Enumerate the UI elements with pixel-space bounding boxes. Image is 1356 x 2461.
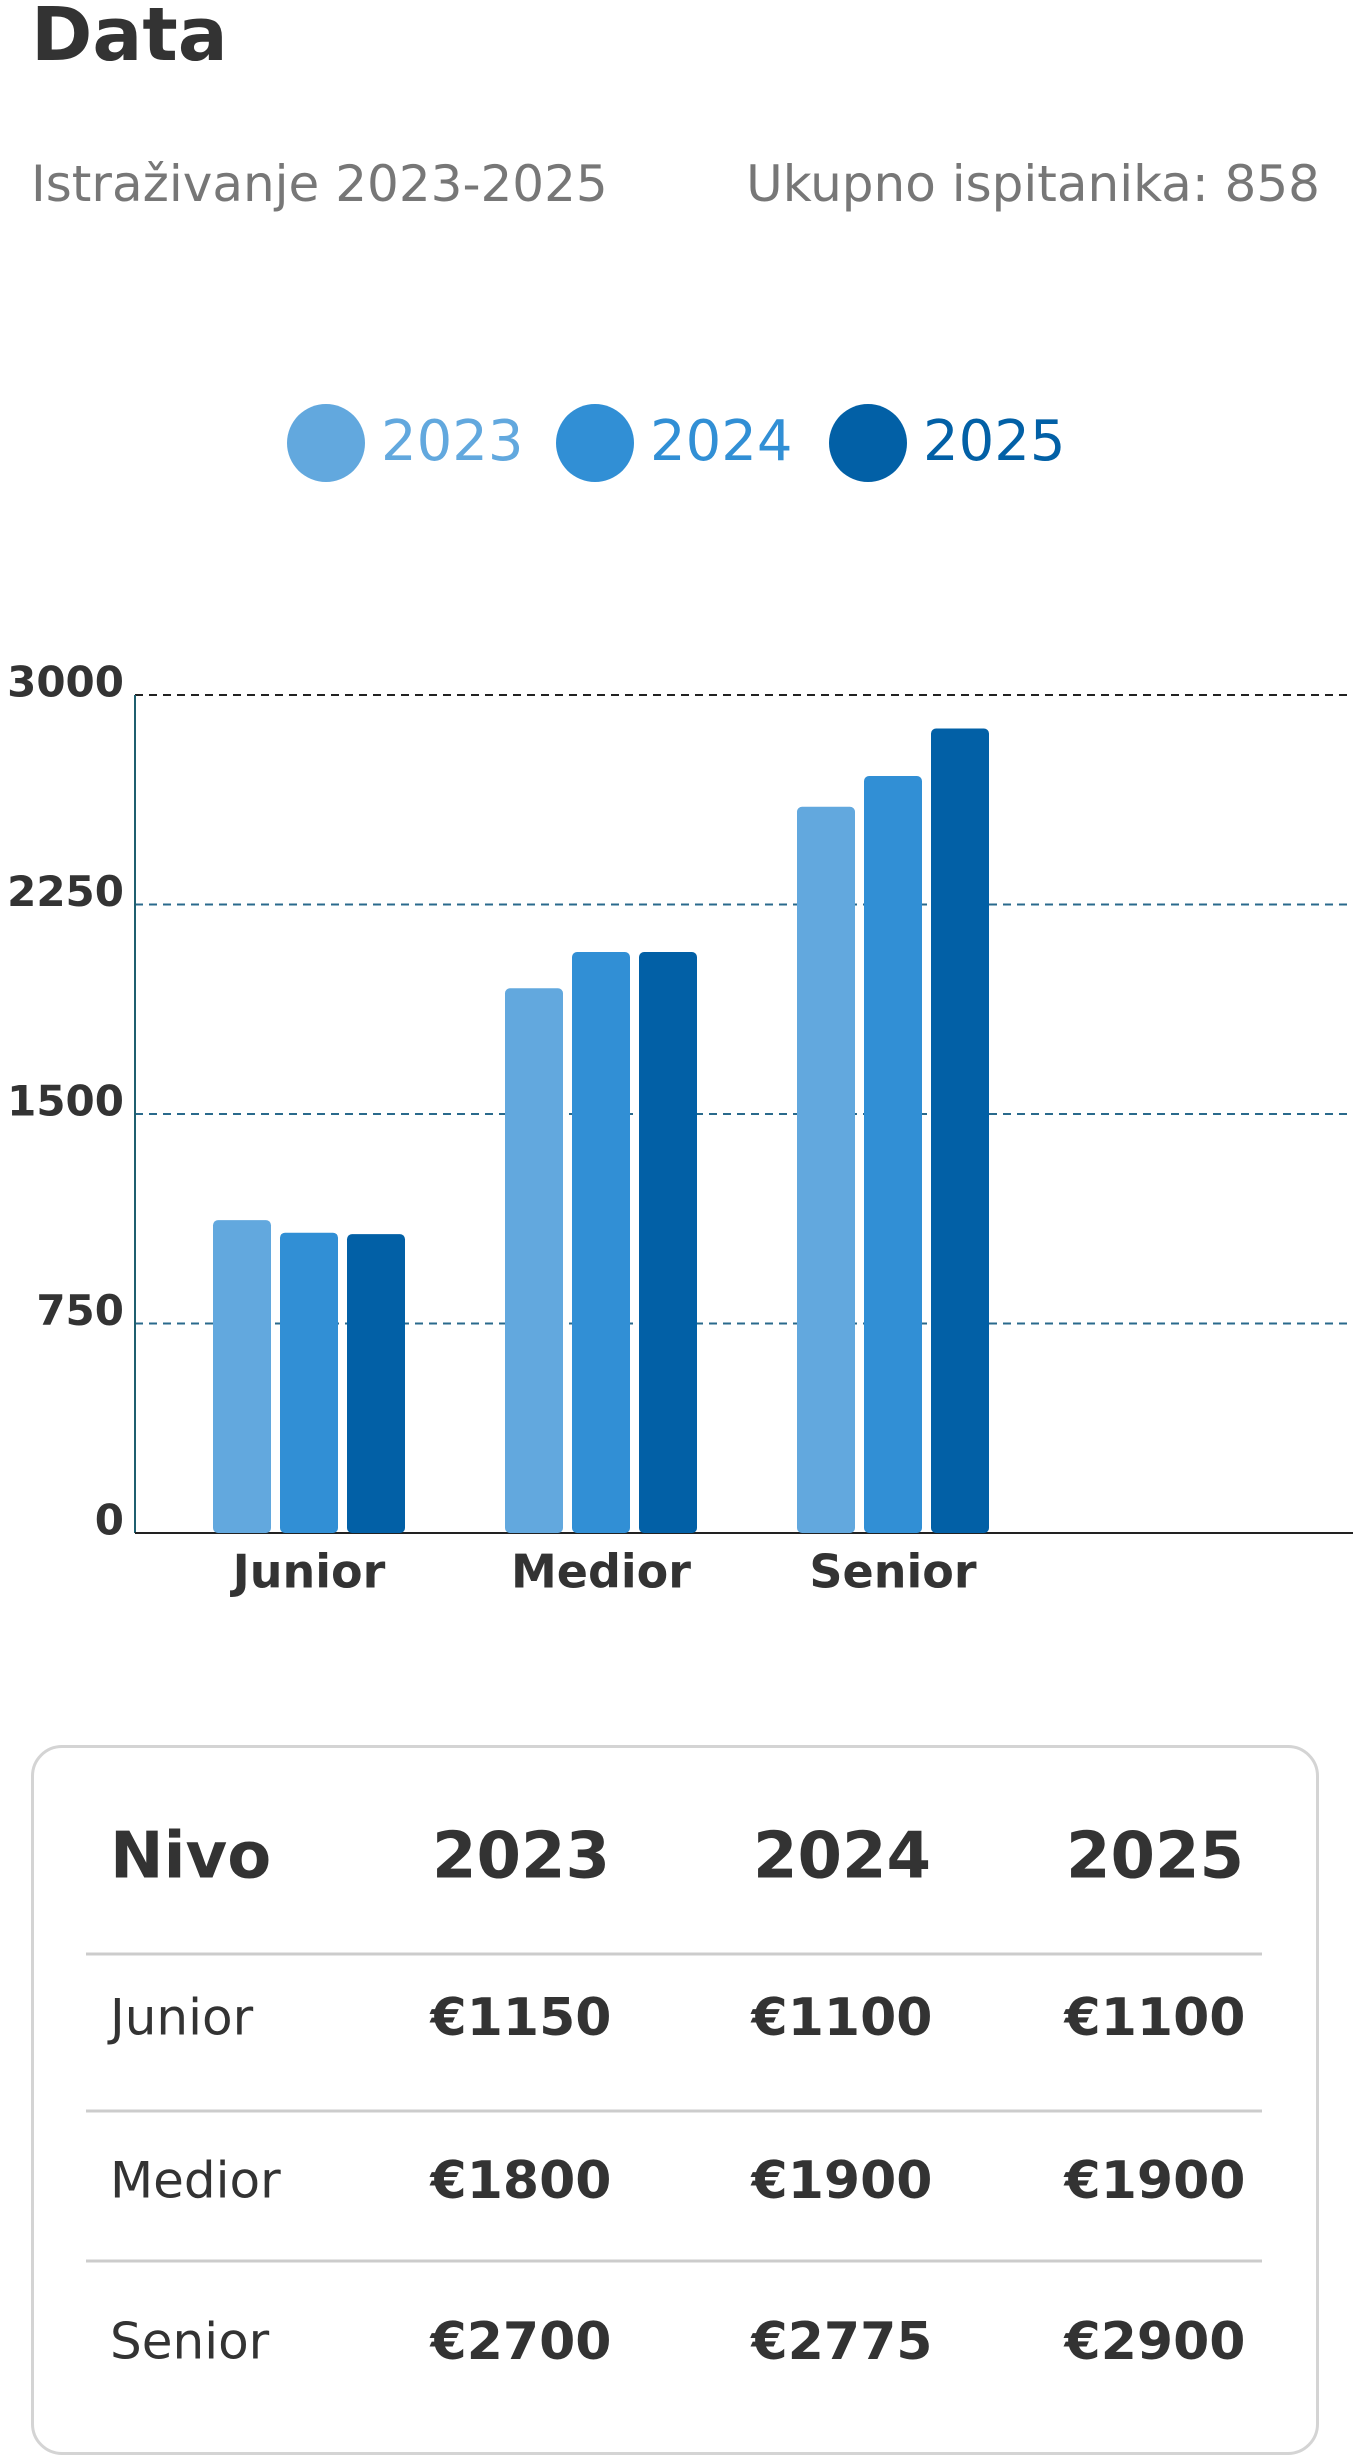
- table-header: 2025: [1066, 1820, 1244, 1894]
- table-value: €1900: [751, 2151, 933, 2211]
- table-value: €1100: [1064, 1988, 1246, 2048]
- y-tick-label: 0: [95, 1496, 124, 1545]
- table-value: €2900: [1064, 2312, 1246, 2372]
- legend-label: 2025: [923, 409, 1066, 474]
- table-value: €1150: [430, 1988, 612, 2048]
- respondents-label: Ukupno ispitanika: 858: [746, 155, 1320, 213]
- table-value: €1100: [751, 1988, 933, 2048]
- x-tick-label: Junior: [230, 1545, 386, 1599]
- table-value: €1800: [430, 2151, 612, 2211]
- y-tick-label: 2250: [7, 867, 124, 916]
- table-card: Nivo 2023 2024 2025 Junior €1150 €1100 €1100 Med…: [31, 1745, 1319, 2455]
- legend-label: 2023: [381, 409, 524, 474]
- chart: 2023 2024 2025 0 750 1500 2250 3000 Junior Medior…: [7, 404, 1353, 1599]
- bar: [505, 988, 563, 1533]
- bar: [572, 951, 630, 1533]
- table-level: Junior: [107, 1989, 254, 2047]
- bar: [639, 951, 697, 1533]
- table: Nivo 2023 2024 2025 Junior €1150 €1100 €1100 Med…: [86, 1820, 1262, 2372]
- table-level: Senior: [110, 2313, 270, 2371]
- bar: [931, 728, 989, 1533]
- y-tick-label: 750: [36, 1286, 124, 1335]
- y-tick-label: 1500: [7, 1077, 124, 1126]
- table-value: €2700: [430, 2312, 612, 2372]
- bar: [347, 1234, 405, 1533]
- table-header: 2023: [432, 1820, 610, 1894]
- x-tick-label: Medior: [511, 1545, 691, 1599]
- bar: [280, 1232, 338, 1533]
- table-level: Medior: [110, 2152, 281, 2210]
- survey-label: Istraživanje 2023-2025: [31, 155, 608, 213]
- bar: [864, 776, 922, 1533]
- y-tick-label: 3000: [7, 658, 124, 707]
- table-value: €2775: [751, 2312, 933, 2372]
- bar: [213, 1220, 271, 1533]
- legend-swatch: [829, 404, 907, 482]
- legend-swatch: [287, 404, 365, 482]
- page-title: Data: [31, 0, 228, 78]
- x-tick-label: Senior: [809, 1545, 976, 1599]
- legend-swatch: [556, 404, 634, 482]
- bar: [797, 806, 855, 1533]
- table-header: 2024: [753, 1820, 931, 1894]
- table-value: €1900: [1064, 2151, 1246, 2211]
- table-header: Nivo: [110, 1820, 271, 1894]
- legend-label: 2024: [650, 409, 793, 474]
